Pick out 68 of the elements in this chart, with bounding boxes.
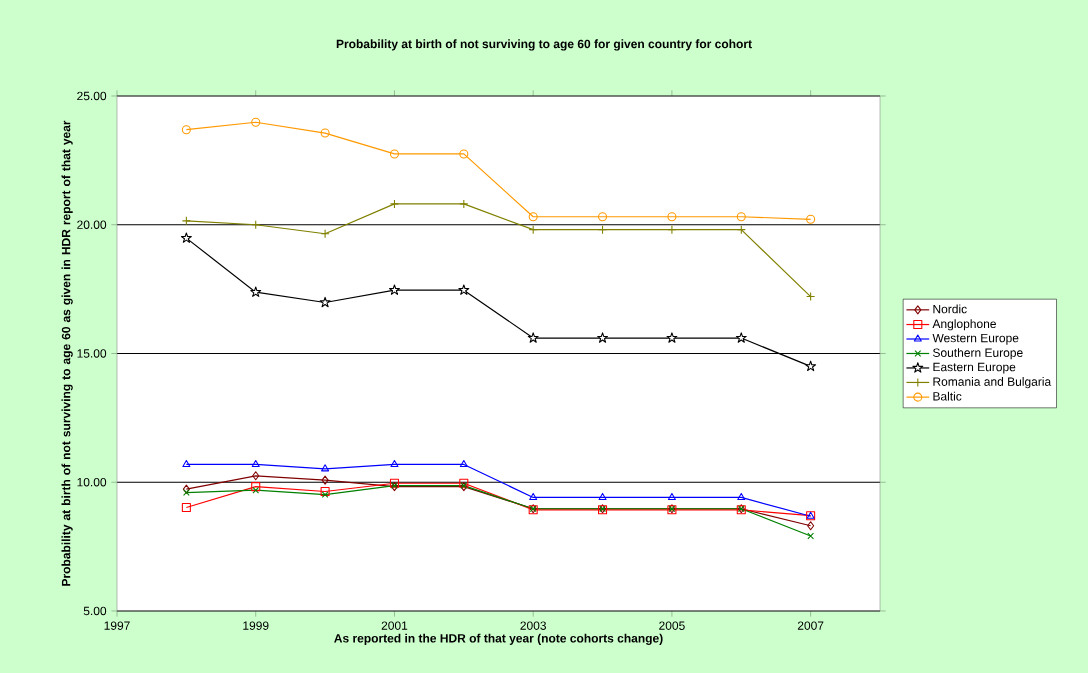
point xyxy=(321,491,329,498)
x-axis-title: As reported in the HDR of that year (note cohorts change) xyxy=(334,633,663,645)
point xyxy=(527,332,539,343)
point xyxy=(666,332,678,343)
legend-label: Romania and Bulgaria xyxy=(933,377,1052,389)
x-tick-label: 2007 xyxy=(797,621,824,630)
point xyxy=(251,459,260,468)
legend-label: Eastern Europe xyxy=(933,362,1016,374)
point xyxy=(321,464,330,472)
point xyxy=(807,521,815,531)
point xyxy=(319,296,331,308)
point xyxy=(458,284,470,295)
point xyxy=(321,475,329,485)
point xyxy=(667,492,676,500)
point xyxy=(320,486,330,497)
point xyxy=(459,199,469,209)
point xyxy=(252,471,260,481)
x-tick-label: 2001 xyxy=(381,621,408,630)
point xyxy=(182,484,190,494)
y-tick-label: 15.00 xyxy=(77,349,107,358)
point xyxy=(251,117,261,127)
y-tick-label: 10.00 xyxy=(77,477,107,487)
legend-label: Anglophone xyxy=(932,319,996,331)
point xyxy=(180,232,192,243)
point xyxy=(597,332,609,343)
point xyxy=(320,229,330,239)
point xyxy=(807,532,815,540)
point xyxy=(390,459,399,468)
point xyxy=(389,478,399,488)
point xyxy=(459,149,469,159)
point xyxy=(181,125,191,135)
chart-title: Probability at birth of not surviving to age 60 for given country for cohort xyxy=(336,39,752,51)
x-tick-label: 2003 xyxy=(520,621,546,630)
point xyxy=(182,459,191,468)
y-axis-title: Probability at birth of not surviving to age 60 as given in HDR report of that year xyxy=(61,120,73,586)
y-tick-label: 20.00 xyxy=(77,220,107,229)
x-tick-label: 1997 xyxy=(104,621,130,630)
point xyxy=(252,486,260,494)
point xyxy=(598,212,608,222)
point xyxy=(806,214,816,224)
point xyxy=(320,128,330,138)
legend-label: Western Europe xyxy=(932,333,1019,345)
point xyxy=(805,360,817,372)
point xyxy=(667,225,677,235)
point xyxy=(250,286,262,297)
point xyxy=(181,216,191,226)
point xyxy=(735,332,747,343)
legend-label: Nordic xyxy=(933,304,967,314)
point xyxy=(459,478,469,488)
y-tick-label: 5.00 xyxy=(83,606,107,616)
point xyxy=(736,212,746,222)
point xyxy=(529,492,538,500)
point xyxy=(667,212,677,222)
point xyxy=(183,489,190,496)
x-tick-label: 2005 xyxy=(659,621,685,630)
point xyxy=(528,212,538,222)
point xyxy=(388,284,400,295)
point xyxy=(598,492,607,500)
point xyxy=(459,459,468,468)
point xyxy=(737,492,746,500)
legend-label: Baltic xyxy=(933,391,962,401)
point xyxy=(389,199,399,209)
point xyxy=(181,502,191,513)
point xyxy=(251,482,261,492)
point xyxy=(389,149,399,159)
x-tick-label: 1999 xyxy=(243,621,269,630)
y-tick-label: 25.00 xyxy=(77,91,107,101)
legend-label: Southern Europe xyxy=(933,348,1023,360)
